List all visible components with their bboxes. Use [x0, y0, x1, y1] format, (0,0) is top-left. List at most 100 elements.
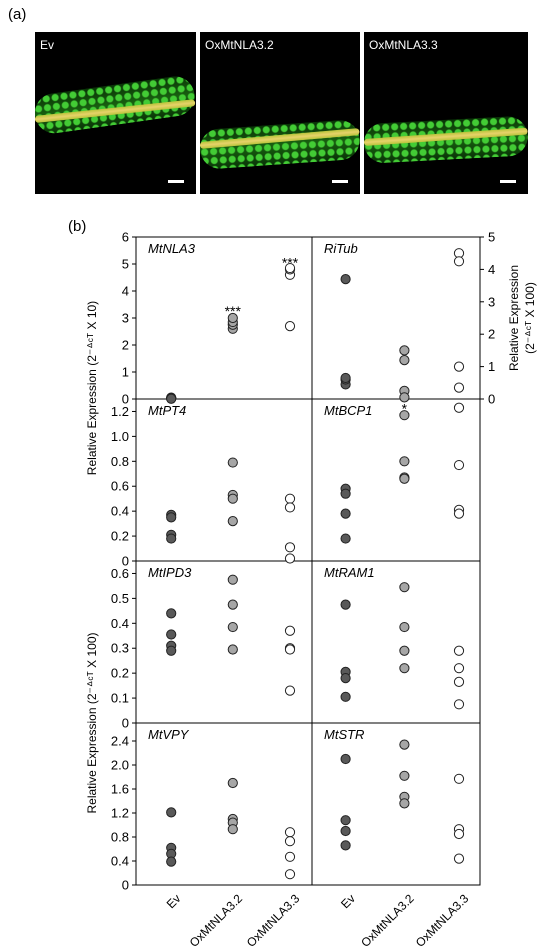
data-point	[453, 773, 465, 784]
x-tick-label: Ev	[164, 891, 184, 911]
data-point	[399, 355, 410, 366]
data-point	[284, 836, 296, 847]
data-point	[227, 599, 238, 610]
data-point	[227, 457, 238, 468]
y-tick-label: 0.6	[111, 479, 129, 494]
gene-label: MtVPY	[148, 727, 190, 742]
y-tick-label: 2	[488, 327, 495, 342]
data-point	[340, 488, 351, 499]
data-point	[399, 345, 410, 356]
data-point	[227, 312, 238, 324]
data-point	[166, 533, 177, 544]
micrograph-label: OxMtNLA3.2	[205, 38, 274, 52]
gene-label: RiTub	[324, 241, 358, 256]
data-point	[227, 574, 238, 585]
y-tick-label: 0.8	[111, 830, 129, 845]
data-point	[453, 663, 465, 674]
data-point	[227, 644, 238, 655]
data-point	[453, 361, 465, 372]
data-point	[399, 582, 410, 593]
data-point	[340, 753, 351, 765]
data-point	[399, 473, 410, 484]
scale-bar	[332, 180, 348, 183]
y-tick-label: 0	[488, 392, 495, 407]
y-axis-title-left: Relative Expression (2⁻ᐞᶜᵀ X 10)	[85, 301, 99, 475]
data-point	[453, 828, 465, 840]
data-point	[340, 673, 351, 684]
data-point	[166, 512, 177, 523]
data-point	[340, 691, 351, 702]
y-tick-label: 0.5	[111, 591, 129, 606]
data-point	[340, 599, 351, 610]
significance-label: ***	[225, 303, 242, 319]
data-point	[453, 699, 465, 710]
y-tick-label: 0.4	[111, 854, 129, 869]
gene-label: MtPT4	[148, 403, 186, 418]
data-point	[453, 676, 465, 687]
gene-label: MtSTR	[324, 727, 364, 742]
data-point	[399, 645, 410, 656]
data-point	[340, 508, 351, 519]
data-point	[284, 553, 296, 564]
y-tick-label: 0	[122, 554, 129, 569]
panel-a-letter: (a)	[8, 6, 27, 23]
data-point	[453, 402, 465, 413]
y-tick-label: 0	[122, 878, 129, 893]
data-point	[166, 856, 177, 867]
data-point	[399, 739, 410, 750]
y-tick-label: 5	[488, 230, 495, 245]
y-tick-label: 0	[122, 716, 129, 731]
data-point	[284, 625, 296, 636]
x-tick-label: OxMtNLA3.2	[358, 891, 417, 946]
y-tick-label: 5	[122, 257, 129, 272]
y-tick-label: 1.2	[111, 806, 129, 821]
data-point	[227, 493, 238, 504]
data-point	[284, 685, 296, 696]
gene-label: MtBCP1	[324, 403, 372, 418]
y-tick-label: 6	[122, 230, 129, 245]
data-point	[284, 493, 296, 504]
micrograph-ox32: OxMtNLA3.2	[200, 32, 360, 194]
y-tick-label: 3	[122, 311, 129, 326]
y-tick-label: 3	[488, 294, 495, 309]
significance-label: *	[402, 401, 408, 417]
significance-label: ***	[282, 254, 299, 270]
data-point	[284, 869, 296, 880]
data-point	[227, 824, 238, 835]
y-tick-label: 0.4	[111, 504, 129, 519]
y-tick-label: 0.6	[111, 566, 129, 581]
data-point	[399, 621, 410, 633]
data-point	[453, 508, 465, 519]
data-point	[340, 274, 351, 285]
data-point	[399, 798, 410, 809]
y-tick-label: 2.0	[111, 758, 129, 773]
data-point	[166, 393, 177, 404]
y-tick-label: 1	[122, 365, 129, 380]
data-point	[399, 663, 410, 674]
y-tick-label: 0.2	[111, 529, 129, 544]
y-tick-label: 0.1	[111, 691, 129, 706]
data-point	[166, 645, 177, 656]
y-tick-label: 1.6	[111, 782, 129, 797]
data-point	[399, 392, 410, 403]
data-point	[284, 542, 296, 553]
micrograph-ev: Ev	[35, 32, 196, 194]
y-tick-label: 4	[122, 284, 129, 299]
y-tick-label: 1.2	[111, 404, 129, 419]
y-tick-label: 2.4	[111, 734, 129, 749]
y-tick-label: 4	[488, 262, 495, 277]
gene-label: MtRAM1	[324, 565, 375, 580]
data-point	[453, 459, 465, 471]
micrograph-label: Ev	[40, 38, 55, 52]
data-point	[340, 372, 351, 384]
data-point	[284, 262, 296, 274]
data-point	[453, 256, 465, 267]
y-axis-title-right-unit: (2⁻ᐞᶜᵀ X 100)	[523, 282, 537, 354]
y-tick-label: 0	[122, 392, 129, 407]
data-point	[340, 533, 351, 544]
data-point	[227, 621, 238, 633]
data-point	[284, 827, 296, 838]
micrograph-label: OxMtNLA3.3	[369, 38, 438, 52]
data-point	[453, 645, 465, 656]
